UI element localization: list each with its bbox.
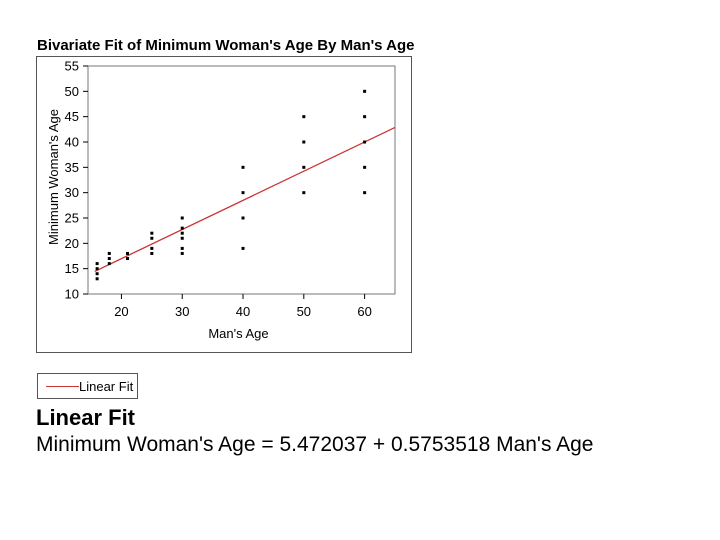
- y-tick-label: 20: [65, 236, 79, 251]
- data-point: [107, 262, 111, 266]
- y-tick-label: 25: [65, 211, 79, 226]
- data-point: [180, 216, 184, 220]
- data-point: [180, 251, 184, 255]
- data-point: [95, 267, 99, 271]
- fit-line-layer: [94, 126, 396, 273]
- data-point: [363, 115, 367, 119]
- chart-title: Bivariate Fit of Minimum Woman's Age By …: [37, 37, 415, 54]
- points-layer: [95, 89, 367, 281]
- axes: 10 15 20 25 30 35 40 45 50 55 20 30 40 50 60 Man's Age M…: [46, 59, 396, 341]
- y-tick-label: 55: [65, 59, 79, 74]
- data-point: [363, 191, 367, 195]
- data-point: [107, 257, 111, 261]
- data-point: [180, 246, 184, 250]
- data-point: [241, 216, 245, 220]
- fit-heading: Linear Fit: [36, 405, 136, 430]
- data-point: [363, 165, 367, 169]
- data-point: [95, 277, 99, 281]
- data-point: [126, 251, 130, 255]
- x-axis-title: Man's Age: [208, 326, 268, 341]
- data-point: [241, 165, 245, 169]
- x-tick-label: 20: [114, 304, 128, 319]
- y-tick-label: 30: [65, 185, 79, 200]
- data-point: [363, 140, 367, 144]
- x-tick-label: 50: [297, 304, 311, 319]
- fit-equation: Minimum Woman's Age = 5.472037 + 0.57535…: [36, 433, 594, 456]
- data-point: [241, 246, 245, 250]
- data-point: [95, 272, 99, 276]
- y-tick-label: 40: [65, 135, 79, 150]
- data-point: [150, 251, 154, 255]
- data-point: [180, 231, 184, 235]
- data-point: [95, 262, 99, 266]
- data-point: [180, 226, 184, 230]
- data-point: [302, 140, 306, 144]
- data-point: [241, 191, 245, 195]
- data-point: [150, 231, 154, 235]
- legend: Linear Fit: [37, 373, 138, 399]
- data-point: [302, 115, 306, 119]
- x-tick-label: 40: [236, 304, 250, 319]
- y-tick-label: 45: [65, 109, 79, 124]
- x-tick-label: 60: [357, 304, 371, 319]
- legend-label-linear-fit: Linear Fit: [79, 379, 134, 394]
- y-tick-label: 15: [65, 261, 79, 276]
- plot-frame: [36, 56, 412, 353]
- y-tick-label: 10: [65, 287, 79, 302]
- data-point: [302, 165, 306, 169]
- data-point: [180, 236, 184, 240]
- data-point: [302, 191, 306, 195]
- data-point: [126, 257, 130, 261]
- data-point: [107, 251, 111, 255]
- data-point: [363, 89, 367, 93]
- plot-area-border: [87, 65, 396, 295]
- x-tick-label: 30: [175, 304, 189, 319]
- y-axis-title: Minimum Woman's Age: [46, 109, 61, 245]
- y-tick-label: 50: [65, 84, 79, 99]
- data-point: [150, 236, 154, 240]
- fit-line: [94, 126, 396, 273]
- legend-swatch-linear-fit: [46, 386, 79, 387]
- y-tick-label: 35: [65, 160, 79, 175]
- data-point: [150, 246, 154, 250]
